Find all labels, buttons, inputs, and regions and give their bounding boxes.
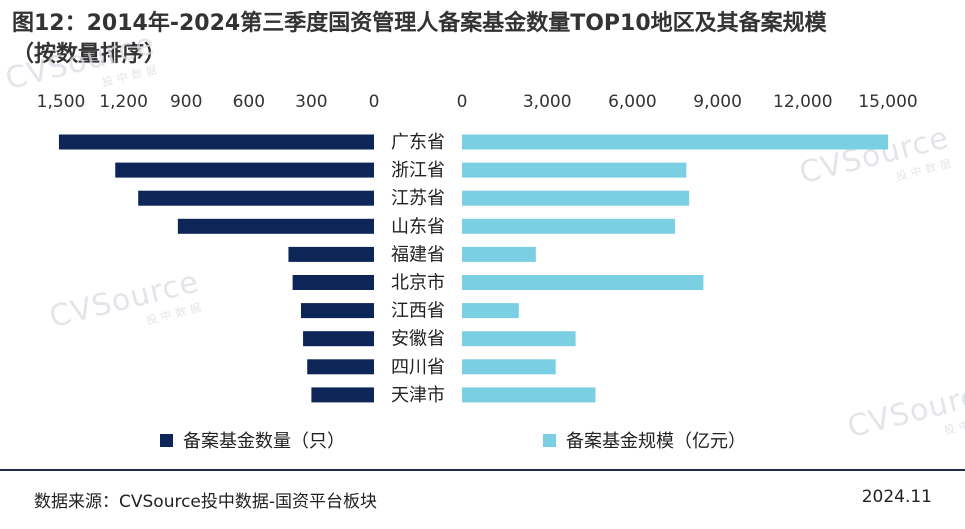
category-label: 江西省 xyxy=(391,301,445,322)
count-bar xyxy=(177,218,374,234)
category-label: 福建省 xyxy=(391,244,445,265)
scale-bar xyxy=(462,303,519,319)
left-tick-label: 900 xyxy=(170,92,202,112)
count-bar xyxy=(138,190,374,206)
bars xyxy=(58,134,888,403)
scale-bar xyxy=(462,134,888,150)
butterfly-bar-chart: 1,500 1,200 900 600 300 0 0 3,000 6,000 9,000 12,… xyxy=(37,92,918,452)
left-tick-label: 1,500 xyxy=(37,92,86,112)
count-bar xyxy=(115,162,375,178)
count-bar xyxy=(300,303,374,319)
count-bar xyxy=(303,331,374,347)
title-line-1: 图12：2014年-2024第三季度国资管理人备案基金数量TOP10地区及其备案… xyxy=(12,11,827,36)
scale-bar xyxy=(462,387,596,403)
left-tick-label: 300 xyxy=(295,92,327,112)
right-tick-label: 0 xyxy=(457,92,468,112)
category-label: 北京市 xyxy=(391,273,445,294)
right-tick-label: 15,000 xyxy=(858,92,917,112)
title-line-2: （按数量排序） xyxy=(12,42,167,67)
scale-bar xyxy=(462,218,675,234)
chart-title: 图12：2014年-2024第三季度国资管理人备案基金数量TOP10地区及其备案… xyxy=(12,8,952,70)
left-axis-ticks: 1,500 1,200 900 600 300 0 xyxy=(37,92,380,112)
left-tick-label: 600 xyxy=(233,92,265,112)
category-label: 广东省 xyxy=(391,132,445,153)
right-tick-label: 12,000 xyxy=(773,92,832,112)
category-label: 安徽省 xyxy=(391,329,445,350)
left-tick-label: 1,200 xyxy=(99,92,148,112)
count-bar xyxy=(307,359,374,375)
legend-label-count: 备案基金数量（只） xyxy=(183,431,345,452)
count-bar xyxy=(288,246,374,262)
right-axis-ticks: 0 3,000 6,000 9,000 12,000 15,000 xyxy=(457,92,918,112)
report-date: 2024.11 xyxy=(861,487,932,507)
count-bar xyxy=(311,387,374,403)
category-label: 山东省 xyxy=(391,216,445,237)
category-label: 江苏省 xyxy=(391,188,445,209)
legend: 备案基金数量（只） 备案基金规模（亿元） xyxy=(160,431,746,452)
scale-bar xyxy=(462,246,536,262)
right-tick-label: 6,000 xyxy=(608,92,657,112)
right-tick-label: 3,000 xyxy=(523,92,572,112)
scale-bar xyxy=(462,359,556,375)
footer-divider xyxy=(0,469,965,471)
category-label: 天津市 xyxy=(391,385,445,406)
scale-bar xyxy=(462,331,576,347)
legend-swatch-scale xyxy=(543,434,556,447)
scale-bar xyxy=(462,162,687,178)
category-label: 浙江省 xyxy=(391,160,445,181)
left-tick-label: 0 xyxy=(369,92,380,112)
legend-swatch-count xyxy=(160,434,173,447)
category-label: 四川省 xyxy=(391,357,445,378)
right-tick-label: 9,000 xyxy=(693,92,742,112)
scale-bar xyxy=(462,275,704,290)
source-note: 数据来源：CVSource投中数据-国资平台板块 xyxy=(34,492,378,512)
scale-bar xyxy=(462,190,690,206)
legend-label-scale: 备案基金规模（亿元） xyxy=(566,431,746,452)
count-bar xyxy=(292,275,374,290)
count-bar xyxy=(58,134,375,150)
